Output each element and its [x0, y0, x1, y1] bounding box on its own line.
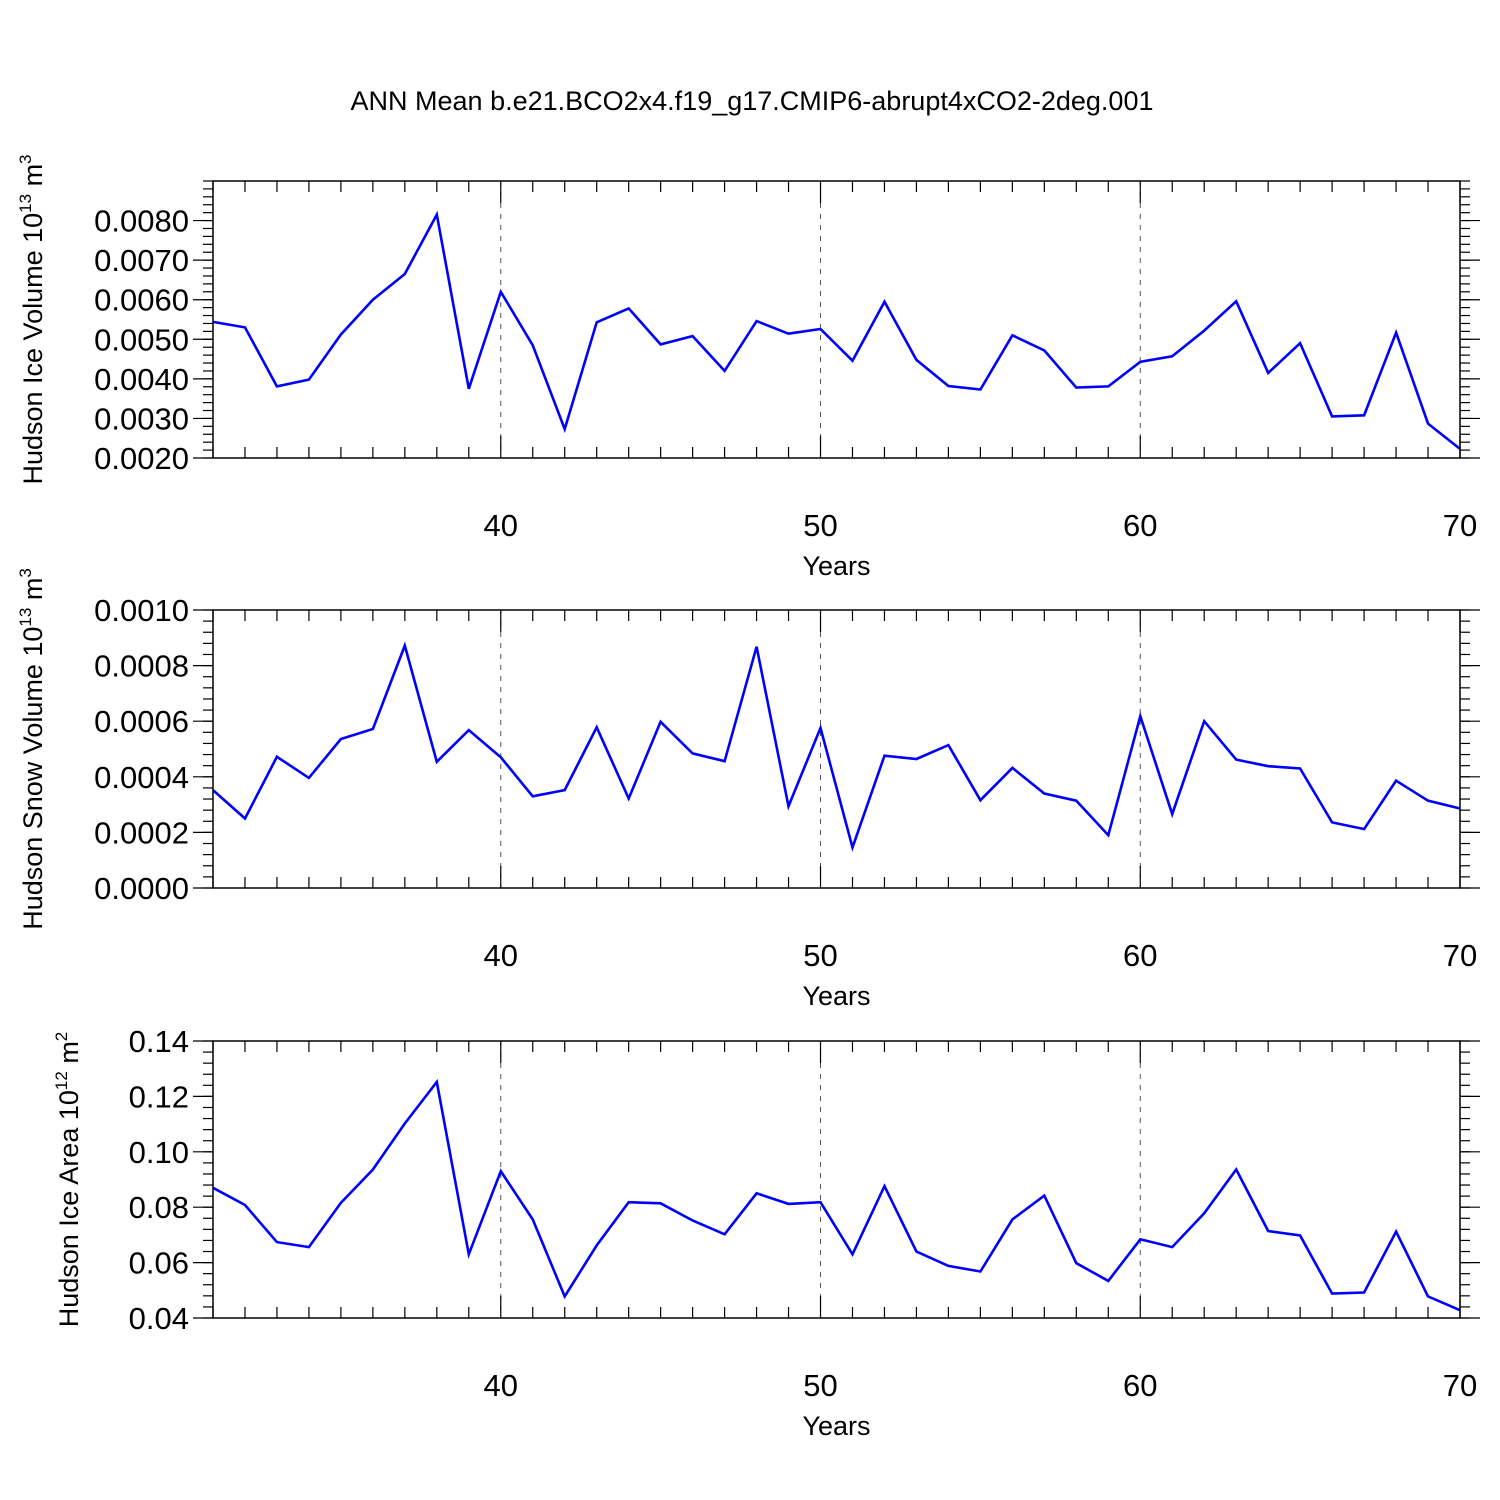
- y-axis-label: Hudson Ice Area 1012 m2: [52, 1032, 84, 1328]
- y-tick-label: 0.0070: [94, 243, 189, 278]
- x-tick-label: 50: [803, 508, 837, 543]
- chart-panel-2: 0.0000 0.0002 0.0004 0.0006 0.0008 0.0010 40 50…: [16, 568, 1480, 1011]
- x-tick-label: 60: [1123, 938, 1157, 973]
- plot-frame: [212, 180, 1461, 459]
- y-tick-label: 0.04: [129, 1301, 189, 1336]
- series-line: [212, 1078, 1461, 1312]
- y-tick-label: 0.0002: [94, 815, 189, 850]
- y-tick-label: 0.0020: [94, 441, 189, 476]
- x-tick-label: 70: [1443, 938, 1477, 973]
- series-line: [212, 210, 1461, 450]
- chart-title: ANN Mean b.e21.BCO2x4.f19_g17.CMIP6-abru…: [351, 86, 1154, 116]
- y-tick-label: 0.0060: [94, 283, 189, 318]
- plot-frame: [212, 609, 1461, 889]
- y-tick-label: 0.14: [129, 1024, 189, 1059]
- x-tick-label: 50: [803, 1368, 837, 1403]
- y-tick-label: 0.12: [129, 1079, 189, 1114]
- chart-panel-1: 0.0020 0.0030 0.0040 0.0050 0.0060 0.0070 0.00…: [16, 154, 1480, 581]
- y-tick-label: 0.0050: [94, 322, 189, 357]
- y-axis-label: Hudson Snow Volume 1013 m3: [16, 568, 48, 930]
- x-axis-label: Years: [802, 1411, 870, 1441]
- y-tick-label: 0.10: [129, 1135, 189, 1170]
- x-axis-label: Years: [802, 981, 870, 1011]
- x-tick-label: 40: [484, 938, 518, 973]
- x-tick-label: 60: [1123, 1368, 1157, 1403]
- x-tick-label: 40: [484, 1368, 518, 1403]
- x-tick-label: 40: [484, 508, 518, 543]
- series-line: [212, 641, 1461, 852]
- y-tick-label: 0.0004: [94, 760, 189, 795]
- x-tick-label: 50: [803, 938, 837, 973]
- y-tick-label: 0.0000: [94, 871, 189, 906]
- y-tick-label: 0.06: [129, 1246, 189, 1281]
- y-tick-label: 0.0040: [94, 362, 189, 397]
- chart-panel-3: 0.04 0.06 0.08 0.10 0.12 0.14 40 50 60 70 Years Hud…: [52, 1024, 1480, 1441]
- y-tick-label: 0.0030: [94, 401, 189, 436]
- x-axis-label: Years: [802, 551, 870, 581]
- plot-frame: [212, 1040, 1461, 1319]
- y-tick-label: 0.08: [129, 1190, 189, 1225]
- y-tick-label: 0.0006: [94, 704, 189, 739]
- y-tick-label: 0.0080: [94, 204, 189, 239]
- x-tick-label: 70: [1443, 508, 1477, 543]
- y-axis-label: Hudson Ice Volume 1013 m3: [16, 154, 48, 484]
- y-tick-label: 0.0008: [94, 649, 189, 684]
- x-tick-label: 70: [1443, 1368, 1477, 1403]
- x-tick-label: 60: [1123, 508, 1157, 543]
- y-tick-label: 0.0010: [94, 593, 189, 628]
